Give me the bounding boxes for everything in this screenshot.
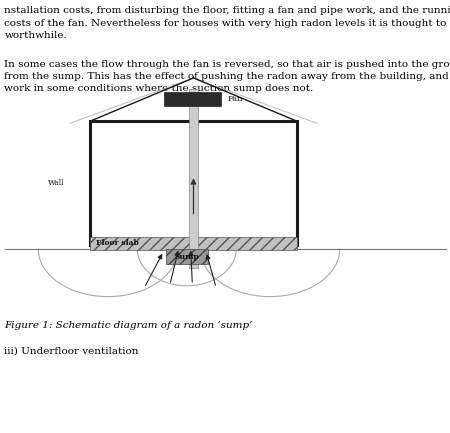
Text: Fan: Fan — [227, 95, 243, 103]
Bar — [90, 121, 297, 245]
Text: Figure 1: Schematic diagram of a radon ‘sump’: Figure 1: Schematic diagram of a radon ‘… — [4, 320, 253, 330]
Text: Floor slab: Floor slab — [95, 239, 139, 247]
Text: Sump: Sump — [175, 252, 199, 261]
Text: Wall: Wall — [48, 179, 64, 187]
Bar — [90, 237, 297, 250]
Text: nstallation costs, from disturbing the floor, fitting a fan and pipe work, and t: nstallation costs, from disturbing the f… — [4, 6, 450, 16]
Text: work in some conditions where the suction sump does not.: work in some conditions where the suctio… — [4, 84, 314, 94]
Text: costs of the fan. Nevertheless for houses with very high radon levels it is thou: costs of the fan. Nevertheless for house… — [4, 19, 450, 28]
Bar — [189, 89, 198, 268]
Bar — [166, 249, 208, 264]
Text: In some cases the flow through the fan is reversed, so that air is pushed into t: In some cases the flow through the fan i… — [4, 60, 450, 69]
Text: from the sump. This has the effect of pushing the radon away from the building, : from the sump. This has the effect of pu… — [4, 72, 450, 81]
Bar — [164, 92, 220, 106]
Text: iii) Underfloor ventilation: iii) Underfloor ventilation — [4, 346, 139, 355]
Text: worthwhile.: worthwhile. — [4, 31, 67, 40]
